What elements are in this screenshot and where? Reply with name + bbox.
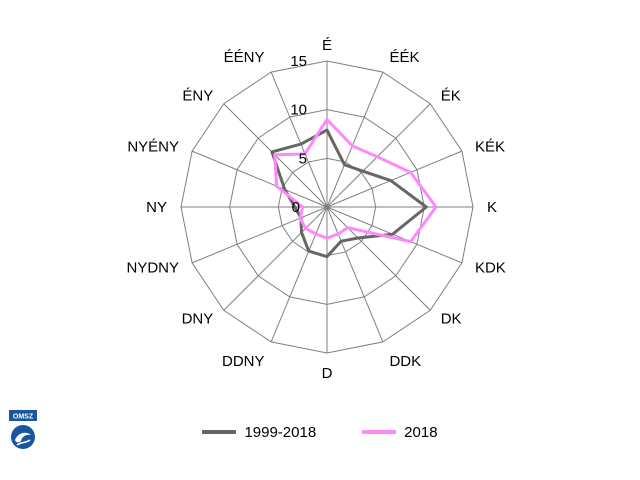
spoke-6	[326, 206, 431, 311]
svg-text:OMSZ: OMSZ	[13, 414, 34, 421]
legend: 1999-2018 2018	[0, 420, 640, 444]
radial-tick-label: 10	[290, 102, 307, 119]
legend-label-series-2: 2018	[404, 423, 438, 441]
direction-label: KDK	[475, 259, 506, 276]
legend-swatch-series-1	[202, 430, 237, 434]
direction-label: DDNY	[222, 353, 265, 370]
direction-label: ÉK	[441, 87, 461, 104]
direction-label: K	[487, 199, 497, 216]
radial-tick-label: 5	[299, 150, 307, 167]
omsz-logo: OMSZ	[9, 410, 37, 449]
spoke-11	[191, 206, 328, 264]
wind-rose-chart: 0 5 10 15 É ÉÉK ÉK KÉK K KDK DK DDK D DDNY DNY NYDNY NY N…	[127, 37, 506, 382]
spoke-2	[326, 103, 431, 208]
direction-label: DNY	[182, 311, 214, 328]
legend-label-series-1: 1999-2018	[244, 423, 317, 441]
radial-tick-label: 0	[292, 199, 300, 216]
direction-label: ÉNY	[182, 87, 213, 104]
direction-label: KÉK	[475, 139, 505, 156]
radial-tick-label: 15	[290, 53, 307, 70]
series-layer	[270, 117, 438, 259]
spoke-9	[270, 206, 328, 343]
legend-item-series-2: 2018	[362, 423, 438, 441]
legend-item-series-1: 1999-2018	[202, 424, 316, 441]
spoke-3	[326, 150, 463, 208]
spoke-10	[223, 206, 328, 311]
spoke-5	[326, 206, 463, 264]
spoke-1	[326, 71, 384, 208]
direction-label: ÉÉK	[389, 49, 419, 66]
direction-label: NYDNY	[127, 259, 180, 276]
legend-swatch-series-2	[362, 430, 397, 434]
direction-label: D	[322, 365, 333, 382]
spoke-13	[191, 150, 328, 208]
radar-grid	[180, 60, 474, 354]
spoke-15	[270, 71, 328, 208]
direction-label: ÉÉNY	[224, 49, 265, 66]
direction-label: DDK	[389, 353, 421, 370]
direction-label: É	[322, 37, 332, 54]
direction-label: DK	[441, 311, 462, 328]
label-layer: 0 5 10 15 É ÉÉK ÉK KÉK K KDK DK DDK D DDNY DNY NYDNY NY N…	[127, 37, 506, 382]
spoke-7	[326, 206, 384, 343]
direction-label: NY	[146, 199, 167, 216]
direction-label: NYÉNY	[127, 139, 179, 156]
